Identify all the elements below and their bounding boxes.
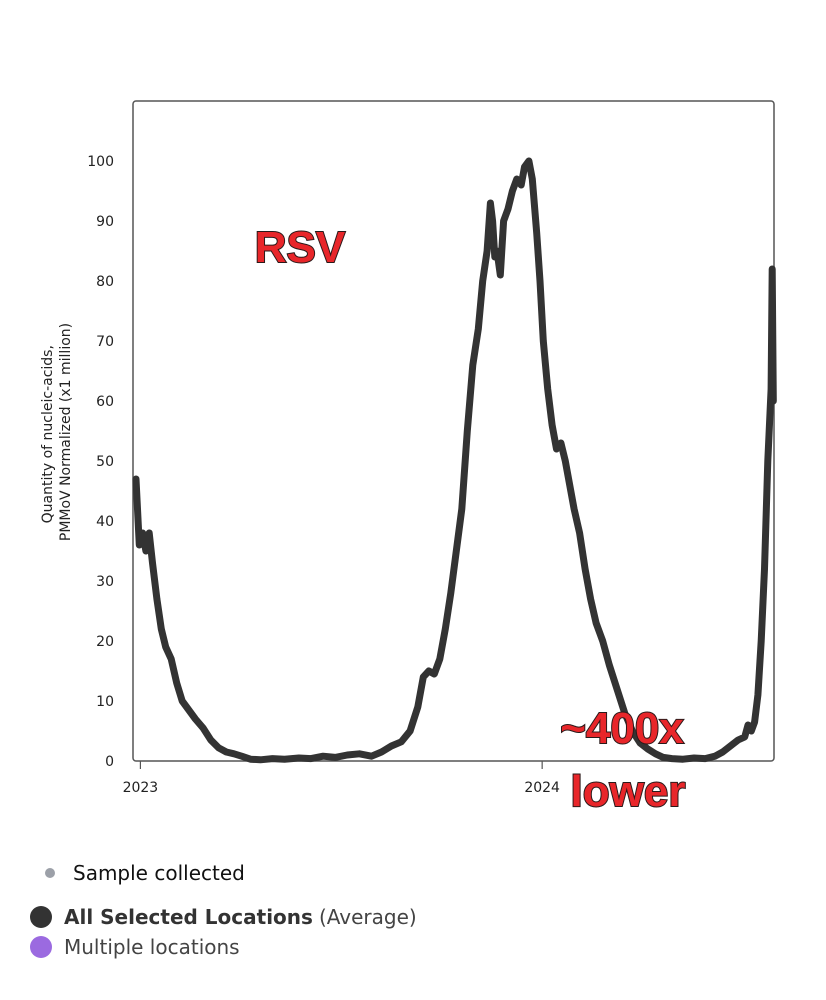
y-tick-label-40: 40 [96,514,114,530]
legend-label-average-bold: All Selected Locations [64,905,313,929]
y-tick-label-100: 100 [87,154,114,170]
legend: Sample collected All Selected Locations … [30,858,417,962]
legend-item-sample-collected: Sample collected [30,858,417,888]
y-tick-label-80: 80 [96,274,114,290]
y-tick-label-20: 20 [96,634,114,650]
y-tick-label-10: 10 [96,694,114,710]
y-tick-label-70: 70 [96,334,114,350]
legend-item-average[interactable]: All Selected Locations (Average) [30,902,417,932]
series-line-0 [132,157,777,764]
y-tick-label-0: 0 [105,754,114,770]
chart: 0 10 20 30 40 50 60 70 80 90 100 2023 2024 Quantity… [40,100,777,817]
multiple-dot-icon [30,936,52,958]
y-tick-label-60: 60 [96,394,114,410]
sample-dot-icon [45,868,55,878]
x-axis-ticks: 2023 2024 [123,761,560,796]
y-tick-label-90: 90 [96,214,114,230]
y-tick-label-30: 30 [96,574,114,590]
legend-label-multiple: Multiple locations [64,935,240,959]
legend-label-average-suffix: (Average) [318,905,417,929]
annotation-400x: ~400x [560,704,684,753]
y-axis-label-line-2: PMMoV Normalized (x1 million) [58,323,74,541]
annotation-lower: lower [571,767,686,816]
x-tick-label-2024: 2024 [524,780,560,796]
y-axis-label-line-1: Quantity of nucleic-acids, [40,345,56,523]
legend-item-multiple[interactable]: Multiple locations [30,932,417,962]
y-axis-ticks: 0 10 20 30 40 50 60 70 80 90 100 [87,154,114,770]
plot-frame [132,100,775,762]
y-tick-label-50: 50 [96,454,114,470]
annotation-rsv: RSV [255,223,346,272]
y-axis-label: Quantity of nucleic-acids, PMMoV Normali… [40,323,74,541]
legend-label-sample-collected: Sample collected [73,861,245,885]
average-dot-icon [30,906,52,928]
series-layer [132,157,777,764]
x-tick-label-2023: 2023 [123,780,159,796]
